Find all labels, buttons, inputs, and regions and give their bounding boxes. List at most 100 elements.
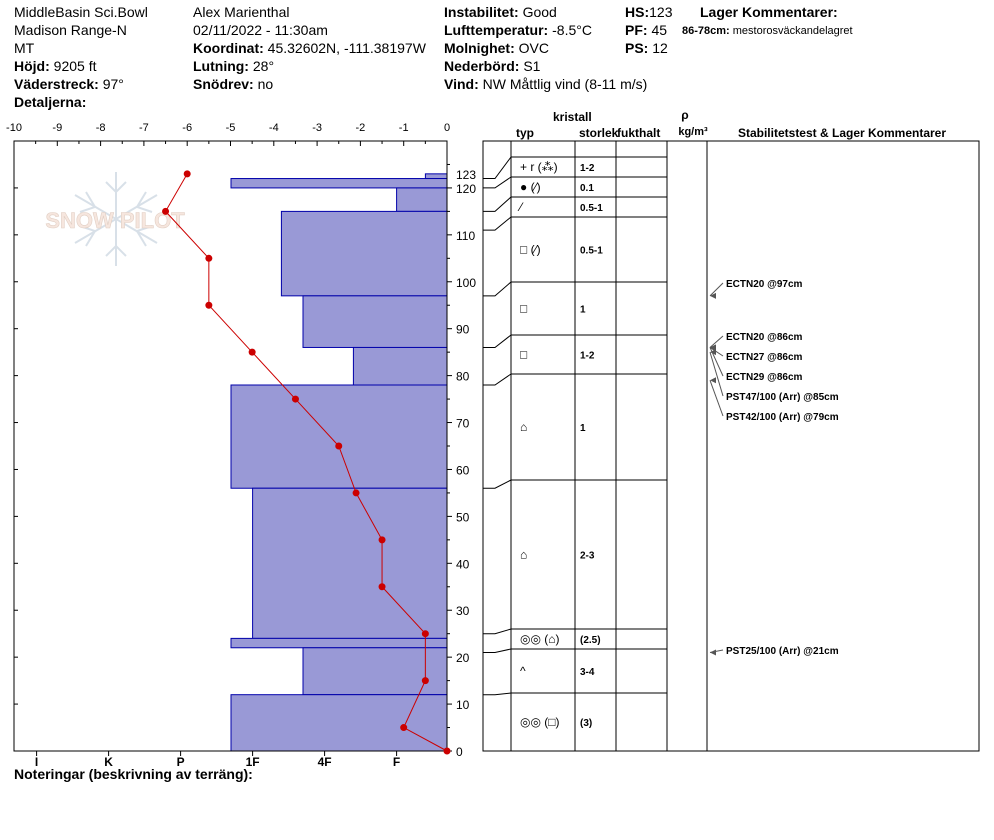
temperature-point <box>205 301 213 309</box>
arrow-head <box>710 377 716 384</box>
stability-test-label: PST47/100 (Arr) @85cm <box>726 392 839 403</box>
stability-arrow <box>709 380 724 417</box>
elevation-value: 9205 ft <box>54 58 97 74</box>
crystal-type: □ (⁄) <box>520 243 541 257</box>
hardness-bars <box>230 173 448 752</box>
aspect: Väderstreck: 97° <box>14 76 124 92</box>
crystal-size: 2-3 <box>580 551 595 562</box>
temperature-line <box>164 173 448 752</box>
crystal-size: 1 <box>580 423 586 434</box>
crystal-size: 0.5-1 <box>580 203 603 214</box>
location-line-2: Madison Range-N <box>14 22 127 38</box>
temp-tick-label: -2 <box>356 122 366 134</box>
elevation-label: Höjd: <box>14 58 50 74</box>
snowflake-icon <box>74 172 158 266</box>
temperature-point <box>291 395 299 403</box>
wind-value: NW Måttlig vind (8-11 m/s) <box>483 76 648 92</box>
temperature-point <box>205 254 213 262</box>
crystal-size: (2.5) <box>580 635 601 646</box>
height-top-label: 123 <box>456 168 476 182</box>
depth-connector <box>483 692 512 696</box>
stability-arrow <box>709 347 724 357</box>
col-comments-header: Stabilitetstest & Lager Kommentarer <box>738 126 946 140</box>
stability-arrow <box>709 335 724 348</box>
wind-label: Vind: <box>444 76 479 92</box>
stability-arrow <box>709 352 724 397</box>
ps-value: 12 <box>652 40 668 56</box>
temperature-point <box>378 536 386 544</box>
depth-connector <box>483 156 512 180</box>
temperature-point <box>400 724 408 732</box>
hardness-tick-label: K <box>104 755 113 769</box>
hardness-bar <box>252 487 448 639</box>
coordinates: Koordinat: 45.32602N, -111.38197W <box>193 40 427 56</box>
location-line-1: MiddleBasin Sci.Bowl <box>14 4 148 20</box>
pf: PF: 45 <box>625 22 667 38</box>
height-tick-label: 0 <box>456 745 463 759</box>
table-border <box>482 140 980 752</box>
arrow-head <box>710 292 716 299</box>
temp-tick-label: -8 <box>96 122 106 134</box>
stability-arrow <box>709 282 724 297</box>
crystal-size: 1-2 <box>580 163 595 174</box>
temperature-point <box>183 170 191 178</box>
hardness-tick-label: 1F <box>246 755 260 769</box>
temp-tick-label: -9 <box>52 122 62 134</box>
precip-value: S1 <box>523 58 540 74</box>
col-moisture-header: fukthalt <box>617 126 660 140</box>
slope: Lutning: 28° <box>193 58 274 74</box>
depth-connector <box>483 281 512 297</box>
wind-loading-label: Snödrev: <box>193 76 254 92</box>
table-grid <box>482 140 980 752</box>
header-observer: Alex Marienthal 02/11/2022 - 11:30am Koo… <box>193 4 427 92</box>
coord-value: 45.32602N, -111.38197W <box>268 40 427 56</box>
height-tick-label: 90 <box>456 323 470 337</box>
hardness-bar <box>396 187 448 212</box>
hardness-bar <box>230 694 448 752</box>
hs-label: HS: <box>625 4 649 20</box>
height-tick-label: 70 <box>456 417 470 431</box>
temp-tick-label: -7 <box>139 122 149 134</box>
stability-tests: ECTN20 @97cm ECTN20 @86cm ECTN27 @86cm ECTN… <box>709 279 839 657</box>
col-density-unit: kg/m³ <box>678 126 708 138</box>
depth-connector <box>483 479 512 489</box>
height-tick-label: 110 <box>456 229 475 243</box>
height-tick-label: 40 <box>456 557 470 571</box>
hardness-tick-label: P <box>177 755 185 769</box>
precipitation: Nederbörd: S1 <box>444 58 541 74</box>
height-tick-label: 20 <box>456 651 470 665</box>
layer-comment-text: mestorosväckandelagret <box>733 25 853 37</box>
layer-comment: 86-78cm: mestorosväckandelagret <box>682 25 853 37</box>
pf-label: PF: <box>625 22 648 38</box>
height-tick-label: 120 <box>456 182 476 196</box>
coord-label: Koordinat: <box>193 40 264 56</box>
hardness-tick-label: I <box>35 755 38 769</box>
crystal-size: (3) <box>580 718 592 729</box>
temperature-point <box>378 583 386 591</box>
hardness-temperature-chart: -10 -9 -8 -7 -6 -5 -4 -3 -2 -1 0 01020304050607080… <box>6 122 476 769</box>
col-crystal-header: kristall <box>553 110 592 124</box>
temperature-point <box>421 630 429 638</box>
temperature-point <box>443 747 451 755</box>
temperature-profile <box>162 170 451 755</box>
temp-tick-label: -4 <box>269 122 279 134</box>
wind-loading-value: no <box>258 76 274 92</box>
depth-connector <box>483 196 512 212</box>
air-temp-label: Lufttemperatur: <box>444 22 548 38</box>
watermark-text: SNOW PILOT <box>45 208 185 233</box>
table-rows: + r (⁂) 1-2 ● (⁄) 0.1 ⁄ 0.5-1 □ (⁄) 0.5-1 □ 1 □ 1-2… <box>517 160 603 729</box>
hardness-axis: I K P 1F 4F F <box>35 751 400 769</box>
temp-tick-label: -10 <box>6 122 22 134</box>
air-temp-value: -8.5°C <box>552 22 592 38</box>
sky: Molnighet: OVC <box>444 40 549 56</box>
observer-name: Alex Marienthal <box>193 4 290 20</box>
layer-comment-range: 86-78cm: <box>682 25 730 37</box>
temperature-point <box>421 677 429 685</box>
hs: HS:123 <box>625 4 673 20</box>
depth-connector <box>483 176 512 189</box>
height-tick-label: 10 <box>456 698 470 712</box>
crystal-type: ⁄ <box>517 200 524 214</box>
slope-value: 28° <box>253 58 274 74</box>
stability-value: Good <box>523 4 557 20</box>
